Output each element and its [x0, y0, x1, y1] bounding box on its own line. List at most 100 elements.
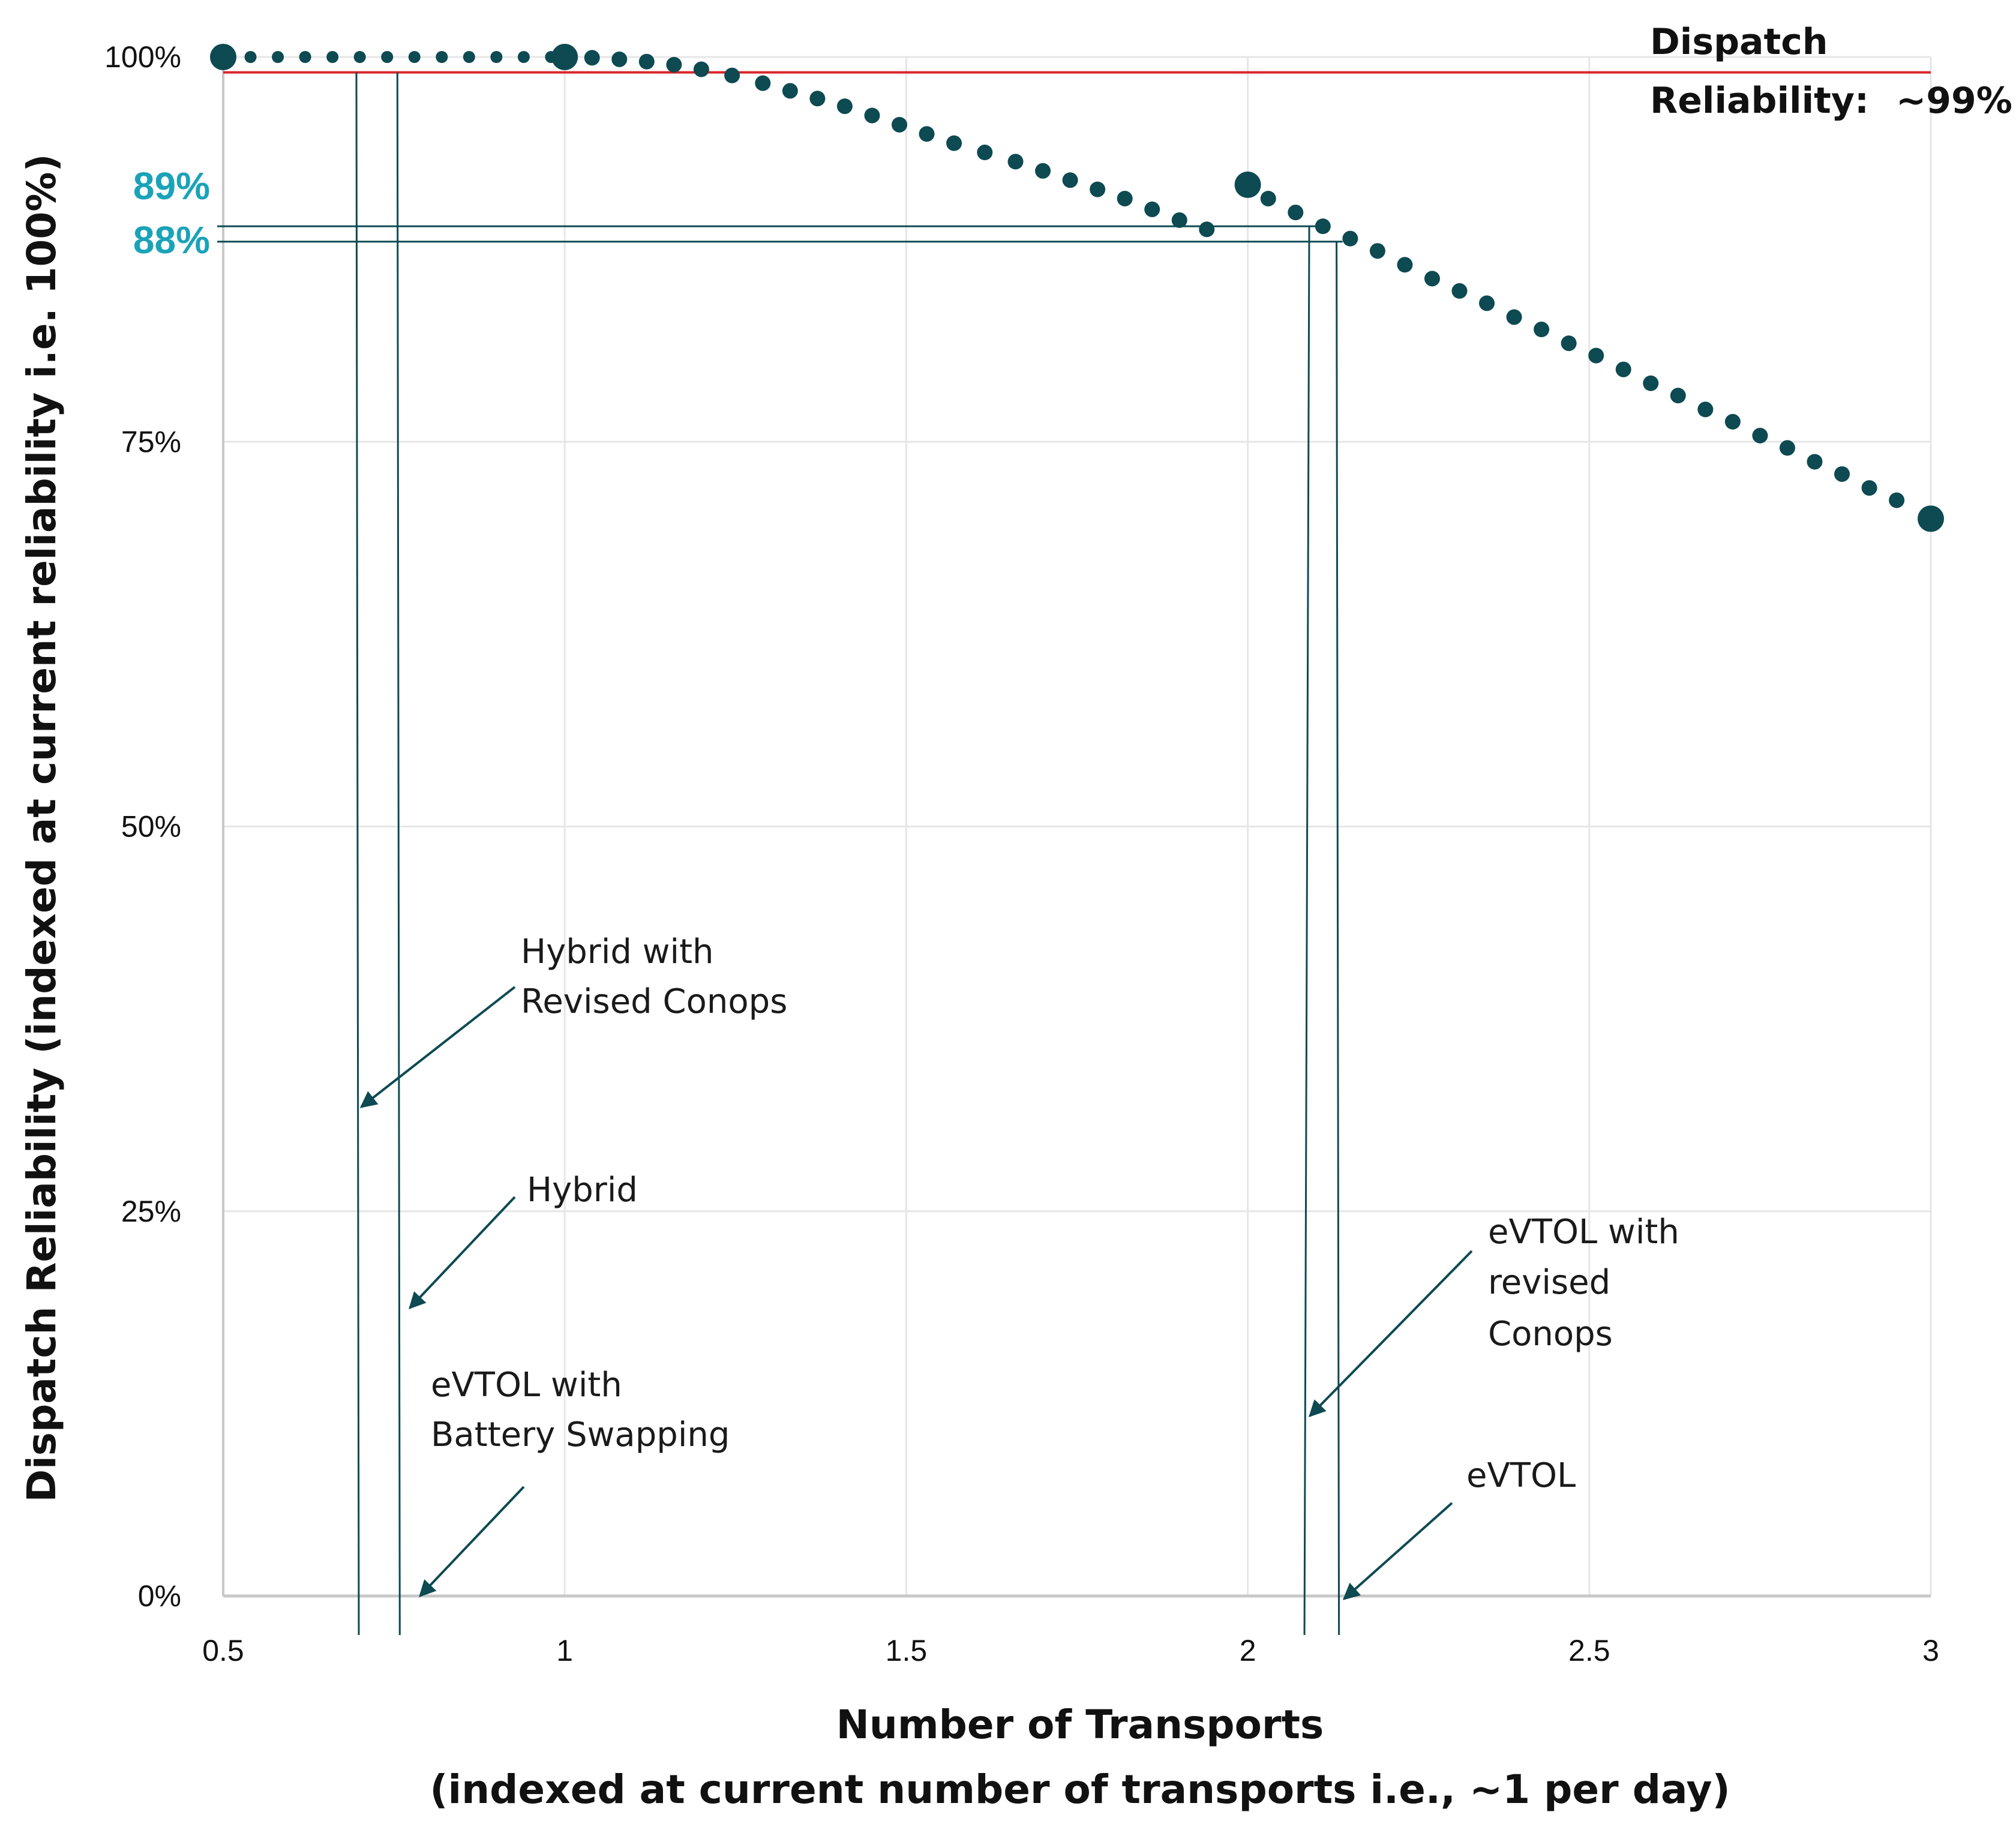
- data-point: [1315, 218, 1331, 235]
- data-point: [1144, 201, 1160, 217]
- data-point: [1889, 492, 1905, 508]
- data-point: [611, 51, 628, 67]
- highlight-88-label: 88%: [133, 218, 210, 262]
- highlight-point: [1918, 505, 1944, 532]
- data-point: [272, 51, 284, 63]
- data-point: [326, 51, 339, 63]
- data-point: [1752, 427, 1768, 443]
- data-point: [864, 107, 880, 124]
- data-point: [946, 135, 962, 151]
- x-tick-label: 1.5: [886, 1634, 928, 1667]
- data-point: [1424, 271, 1440, 287]
- data-point: [1090, 181, 1106, 197]
- data-point: [809, 91, 826, 107]
- data-point: [1035, 163, 1051, 179]
- data-points: [210, 44, 1944, 532]
- data-point: [408, 51, 421, 63]
- data-point: [977, 145, 993, 161]
- data-point: [1807, 454, 1823, 470]
- y-tick-label: 25%: [121, 1195, 181, 1228]
- data-point: [1397, 257, 1413, 273]
- y-tick-label: 0%: [138, 1579, 181, 1613]
- annotation-evtol-revised-conops: eVTOL with revised Conops: [1309, 1213, 1679, 1417]
- x-axis-title: Number of Transports: [836, 1702, 1324, 1748]
- drop-line: [1303, 226, 1310, 1636]
- reference-label: Dispatch Reliability: ~99%: [1650, 21, 2012, 122]
- annotation-text: eVTOL with: [1488, 1213, 1679, 1252]
- data-point: [299, 51, 311, 63]
- highlight-point: [1234, 171, 1261, 198]
- data-point: [1670, 388, 1686, 404]
- x-tick-label: 2: [1240, 1634, 1256, 1667]
- annotation-arrow: [1342, 1502, 1453, 1600]
- data-point: [755, 75, 771, 91]
- annotation-evtol-battery-swapping: eVTOL with Battery Swapping: [419, 1366, 730, 1598]
- data-point: [1117, 190, 1133, 206]
- y-axis-title: Dispatch Reliability (indexed at current…: [19, 154, 65, 1502]
- highlight-point: [210, 44, 236, 70]
- reference-label-line1: Dispatch: [1650, 21, 1828, 63]
- data-point: [1260, 190, 1276, 206]
- data-point: [782, 83, 798, 99]
- data-point: [1288, 205, 1304, 221]
- data-point: [666, 56, 682, 73]
- reference-label-value: ~99%: [1896, 80, 2012, 122]
- axes: 0.5 1 1.5 2 2.5 3 0% 25% 50% 75% 100%: [104, 40, 1939, 1667]
- x-tick-label: 3: [1922, 1634, 1939, 1667]
- y-tick-label: 75%: [121, 425, 181, 458]
- data-point: [724, 67, 740, 83]
- drop-line: [396, 72, 401, 1636]
- drop-line: [1336, 241, 1340, 1636]
- data-point: [1697, 401, 1714, 418]
- x-tick-label: 0.5: [202, 1634, 244, 1667]
- annotation-text: Battery Swapping: [431, 1415, 730, 1454]
- highlight-point: [551, 44, 578, 70]
- data-point: [584, 50, 600, 66]
- data-point: [463, 51, 475, 63]
- annotation-text: eVTOL: [1466, 1456, 1576, 1495]
- data-point: [1007, 154, 1024, 170]
- data-point: [1561, 335, 1577, 352]
- data-point: [1479, 295, 1495, 311]
- data-point: [1062, 172, 1078, 188]
- annotation-text: Conops: [1488, 1315, 1613, 1354]
- data-point: [1615, 361, 1631, 377]
- data-point: [1834, 466, 1850, 482]
- data-point: [517, 51, 530, 63]
- annotation-text: eVTOL with: [431, 1366, 622, 1405]
- annotation-arrow: [1309, 1250, 1473, 1417]
- data-point: [1506, 309, 1522, 325]
- annotation-text: Revised Conops: [521, 982, 787, 1021]
- data-point: [1588, 347, 1604, 364]
- annotation-evtol: eVTOL: [1342, 1456, 1576, 1600]
- y-tick-label: 50%: [121, 810, 181, 844]
- data-point: [892, 116, 908, 133]
- data-point: [436, 51, 448, 63]
- annotation-arrow: [409, 1196, 516, 1310]
- data-point: [836, 98, 853, 115]
- annotation-text: Hybrid with: [521, 932, 714, 971]
- reference-label-line2: Reliability:: [1650, 80, 1869, 122]
- data-point: [1534, 322, 1550, 338]
- y-tick-label: 100%: [104, 40, 181, 74]
- data-point: [1861, 480, 1877, 496]
- drop-line: [355, 72, 360, 1636]
- x-axis-subtitle: (indexed at current number of transports…: [430, 1766, 1730, 1813]
- data-point: [1369, 243, 1385, 259]
- grid-lines: [223, 56, 1932, 1596]
- x-tick-label: 2.5: [1568, 1634, 1610, 1667]
- data-point: [638, 53, 655, 70]
- data-point: [919, 126, 935, 142]
- x-tick-label: 1: [556, 1634, 573, 1667]
- annotation-hybrid-revised-conops: Hybrid with Revised Conops: [359, 932, 787, 1108]
- annotation-arrow: [419, 1486, 525, 1598]
- data-point: [1724, 413, 1741, 430]
- data-point: [693, 61, 709, 77]
- data-point: [244, 51, 257, 63]
- highlight-89-label: 89%: [133, 164, 210, 208]
- data-point: [1779, 440, 1795, 456]
- data-point: [1199, 221, 1215, 238]
- annotation-text: Hybrid: [527, 1171, 638, 1210]
- data-point: [1643, 375, 1659, 391]
